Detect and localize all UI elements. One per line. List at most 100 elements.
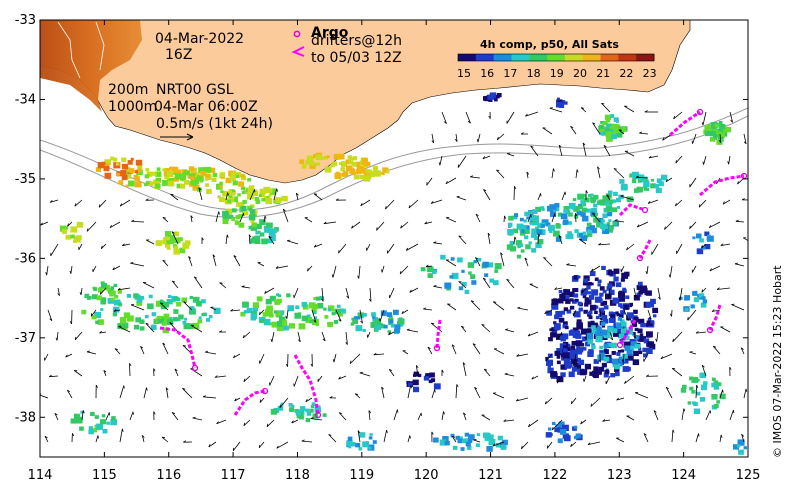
sst-pixel <box>314 316 318 320</box>
current-arrow-head <box>425 264 429 268</box>
current-arrow <box>424 221 433 225</box>
sst-pixel <box>537 239 544 245</box>
current-arrow <box>753 367 754 376</box>
current-arrow <box>338 243 347 254</box>
sst-pixel <box>531 248 537 253</box>
current-arrow <box>616 397 625 401</box>
sst-pixel <box>613 270 617 274</box>
current-arrow <box>383 430 387 443</box>
sst-pixel <box>333 154 341 160</box>
sst-pixel <box>256 296 263 302</box>
sst-pixel <box>125 184 129 188</box>
sst-pixel <box>519 217 524 222</box>
sst-pixel <box>716 139 723 145</box>
sst-pixel <box>95 167 101 172</box>
sst-pixel <box>547 427 552 431</box>
sst-pixel <box>618 291 625 298</box>
sst-pixel <box>613 127 621 134</box>
current-arrow <box>263 215 266 223</box>
sst-pixel <box>327 305 335 312</box>
current-arrow <box>719 133 722 143</box>
current-arrow <box>54 413 59 421</box>
sst-pixel <box>626 349 633 355</box>
sst-pixel <box>235 174 239 178</box>
sst-pixel <box>420 267 426 272</box>
sst-pixel <box>638 347 642 351</box>
sst-pixel <box>689 386 694 391</box>
current-arrow-head <box>456 195 460 198</box>
current-arrow <box>492 301 505 311</box>
current-arrow-head <box>335 198 339 201</box>
current-arrow-head <box>360 203 363 206</box>
current-arrow <box>513 186 515 201</box>
current-arrow-head <box>443 121 447 124</box>
current-arrow-head <box>95 384 98 388</box>
current-arrow <box>203 396 217 399</box>
argo-float <box>261 387 269 395</box>
current-arrow <box>78 243 83 250</box>
sst-pixel <box>590 282 594 286</box>
current-arrow-head <box>462 362 466 366</box>
sst-pixel <box>238 214 243 218</box>
current-arrow <box>608 287 611 299</box>
sst-pixel <box>629 302 633 307</box>
current-arrow <box>545 353 553 362</box>
sst-pixel <box>475 443 480 447</box>
sst-pixel <box>315 323 319 327</box>
sst-pixel <box>359 174 365 180</box>
sst-pixel <box>606 124 612 130</box>
sst-pixel <box>160 304 167 310</box>
sst-pixel <box>699 397 706 402</box>
current-arrow <box>669 265 673 278</box>
sst-pixel <box>602 213 608 219</box>
sst-pixel <box>597 283 601 287</box>
sst-pixel <box>587 339 593 345</box>
sst-pixel <box>272 228 278 234</box>
sst-pixel <box>338 312 343 317</box>
current-arrow <box>687 309 697 321</box>
current-arrow-head <box>119 203 123 207</box>
sst-pixel <box>596 222 602 228</box>
sst-pixel <box>277 320 284 327</box>
sst-pixel <box>209 167 216 173</box>
sst-pixel <box>333 320 339 324</box>
sst-pixel <box>380 310 387 316</box>
sst-pixel <box>567 231 572 236</box>
current-arrow <box>446 217 457 223</box>
current-arrow <box>399 265 409 275</box>
current-arrow <box>376 221 385 231</box>
argo-marker-icon <box>293 30 301 38</box>
sst-pixel <box>631 341 637 346</box>
sst-pixel <box>638 290 643 295</box>
current-arrow-head <box>99 291 102 295</box>
sst-pixel <box>174 237 181 244</box>
sst-pixel <box>596 370 602 375</box>
sst-pixel <box>692 291 698 296</box>
sst-pixel <box>430 378 436 383</box>
sst-pixel <box>111 416 116 421</box>
current-arrow <box>98 199 107 208</box>
sst-pixel <box>461 282 467 287</box>
sst-pixel <box>259 319 265 323</box>
current-arrow-head <box>99 330 103 334</box>
sst-pixel <box>286 293 291 298</box>
sst-pixel <box>184 317 188 321</box>
sst-pixel <box>605 368 609 372</box>
current-arrow-head <box>598 242 602 246</box>
current-arrow <box>624 105 635 113</box>
sst-pixel <box>682 384 687 389</box>
current-arrow-head <box>212 254 216 258</box>
drifters-to: to 05/03 12Z <box>311 50 402 66</box>
sst-pixel <box>369 433 373 436</box>
current-arrow <box>188 256 193 267</box>
current-arrow-head <box>613 168 617 170</box>
sst-pixel <box>571 360 575 364</box>
sst-pixel <box>423 375 430 381</box>
current-arrow <box>338 375 347 380</box>
sst-pixel <box>643 187 647 191</box>
current-arrow-head <box>517 306 521 309</box>
sst-pixel <box>598 366 605 372</box>
sst-pixel <box>559 428 567 435</box>
sst-pixel <box>198 167 205 173</box>
sst-pixel <box>155 183 161 189</box>
